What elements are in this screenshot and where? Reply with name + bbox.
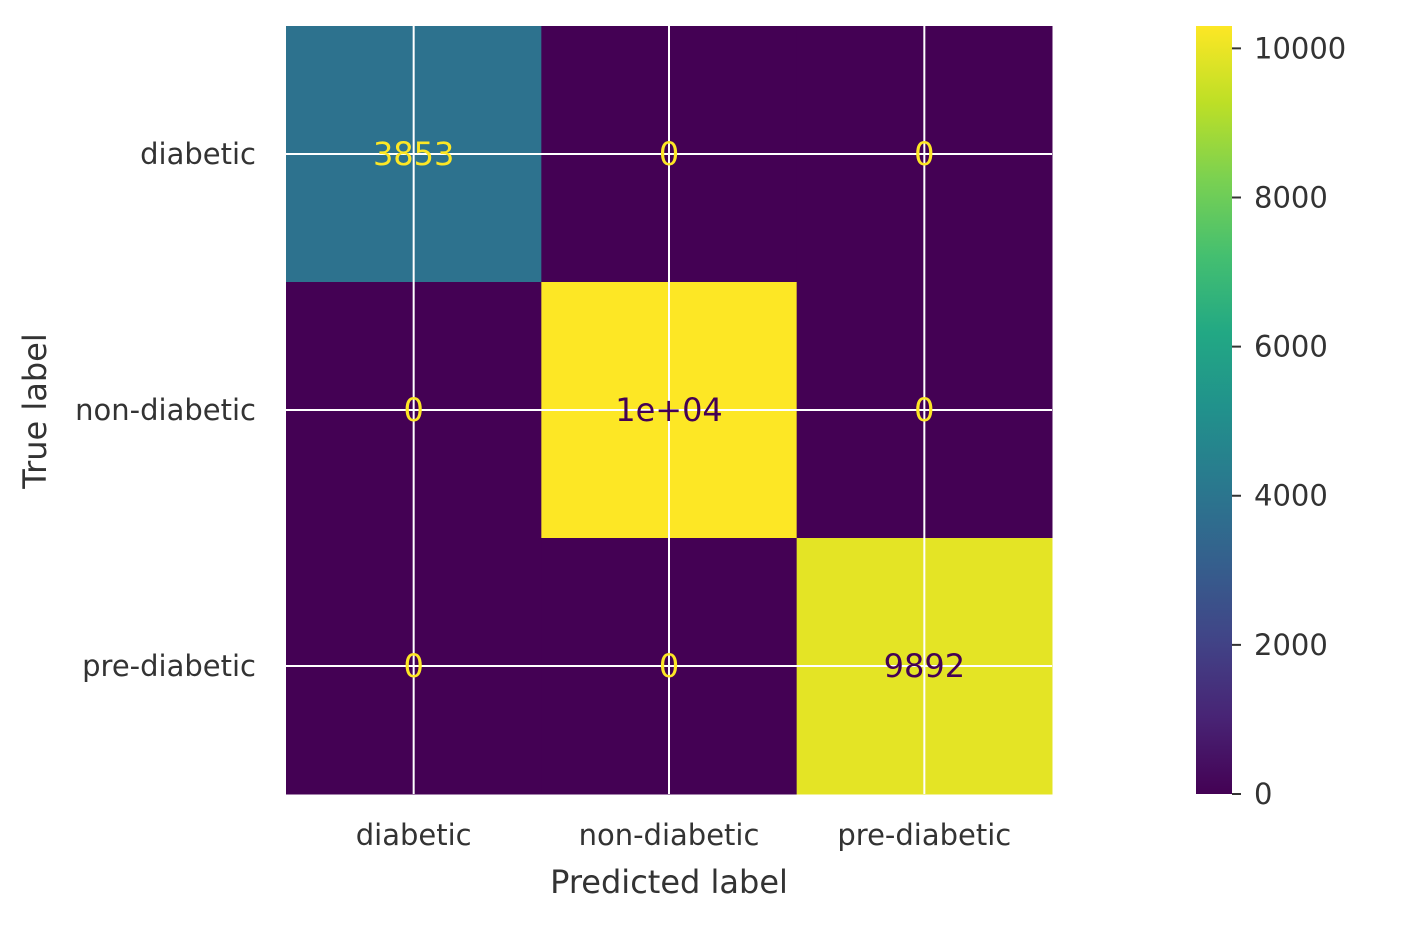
cell-value-label-2-2: 9892 xyxy=(884,647,965,685)
colorbar-tick-label-0: 0 xyxy=(1254,777,1272,811)
cell-value-label-1-2: 0 xyxy=(914,391,934,429)
cell-value-label-0-2: 0 xyxy=(914,135,934,173)
x-tick-label-1: non-diabetic xyxy=(579,818,760,852)
y-axis-title: True label xyxy=(16,333,54,490)
cell-value-label-0-0: 3853 xyxy=(373,135,454,173)
cell-value-label-1-1: 1e+04 xyxy=(615,391,723,429)
cell-value-label-0-1: 0 xyxy=(659,135,679,173)
cell-value-labels: 3853 0 0 0 1e+04 0 0 0 9892 xyxy=(373,135,965,685)
colorbar-ticks: 0 2000 4000 6000 8000 10000 xyxy=(1232,31,1346,811)
colorbar-gradient xyxy=(1196,26,1232,794)
grid-lines xyxy=(286,26,1052,794)
y-tick-label-0: diabetic xyxy=(140,137,256,171)
x-tick-label-0: diabetic xyxy=(356,818,472,852)
cell-value-label-2-0: 0 xyxy=(403,647,423,685)
colorbar-tick-label-4: 8000 xyxy=(1254,180,1328,214)
colorbar-tick-label-5: 10000 xyxy=(1254,31,1346,65)
colorbar-tick-label-3: 6000 xyxy=(1254,330,1328,364)
y-tick-label-2: pre-diabetic xyxy=(82,649,256,683)
x-axis-title: Predicted label xyxy=(550,863,788,901)
y-axis-ticks: diabetic non-diabetic pre-diabetic xyxy=(75,137,256,683)
colorbar xyxy=(1196,26,1232,794)
colorbar-tick-label-2: 4000 xyxy=(1254,479,1328,513)
cell-value-label-1-0: 0 xyxy=(403,391,423,429)
y-tick-label-1: non-diabetic xyxy=(75,393,256,427)
cell-value-label-2-1: 0 xyxy=(659,647,679,685)
x-axis-ticks: diabetic non-diabetic pre-diabetic xyxy=(356,818,1012,852)
x-tick-label-2: pre-diabetic xyxy=(837,818,1011,852)
colorbar-tick-label-1: 2000 xyxy=(1254,628,1328,662)
